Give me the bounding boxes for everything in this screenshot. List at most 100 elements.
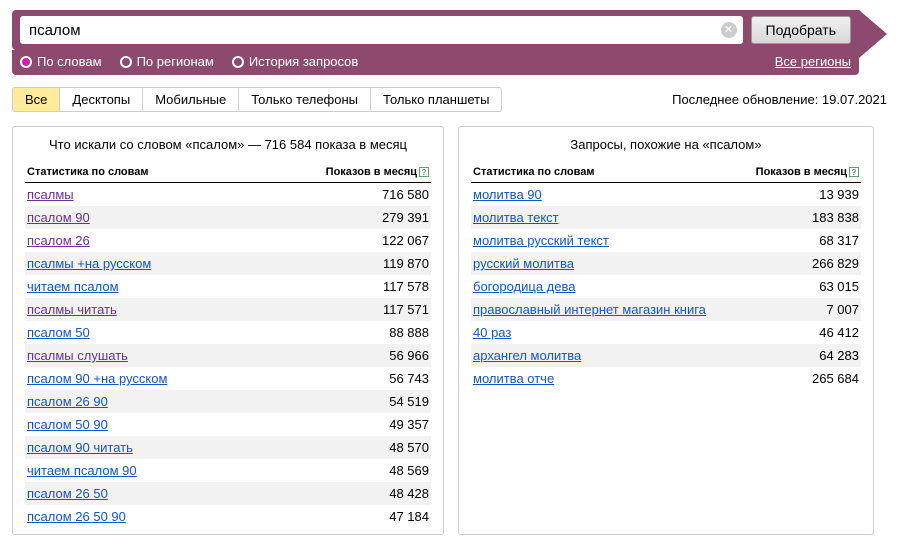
- filter-by-regions[interactable]: По регионам: [120, 54, 214, 69]
- count-cell: 56 743: [258, 367, 431, 390]
- table-row: псалом 26 122 067: [25, 229, 431, 252]
- help-icon[interactable]: ?: [419, 167, 429, 177]
- tab-4[interactable]: Только планшеты: [371, 88, 501, 111]
- table-row: псалом 90 читать 48 570: [25, 436, 431, 459]
- keyword-link[interactable]: молитва русский текст: [473, 233, 609, 248]
- keyword-link[interactable]: русский молитва: [473, 256, 574, 271]
- search-input-wrap: ✕: [20, 16, 743, 44]
- count-cell: 54 519: [258, 390, 431, 413]
- panel-title: Запросы, похожие на «псалом»: [471, 137, 861, 152]
- table-row: читаем псалом117 578: [25, 275, 431, 298]
- keyword-link[interactable]: псалмы +на русском: [27, 256, 151, 271]
- table-row: русский молитва 266 829: [471, 252, 861, 275]
- keyword-link[interactable]: псалом 90: [27, 210, 90, 225]
- count-cell: 119 870: [258, 252, 431, 275]
- stats-table-left: Статистика по словам Показов в месяц? пс…: [25, 162, 431, 528]
- table-row: псалом 26 50 90 47 184: [25, 505, 431, 528]
- tab-2[interactable]: Мобильные: [143, 88, 239, 111]
- keyword-link[interactable]: 40 раз: [473, 325, 511, 340]
- tabs-row: ВсеДесктопыМобильныеТолько телефоныТольк…: [12, 87, 887, 112]
- radio-icon: [20, 56, 32, 68]
- panel-similar: Запросы, похожие на «псалом» Статистика …: [458, 126, 874, 535]
- filter-label: По регионам: [137, 54, 214, 69]
- table-row: псалом 50 90 49 357: [25, 413, 431, 436]
- keyword-link[interactable]: псалмы: [27, 187, 74, 202]
- last-update: Последнее обновление: 19.07.2021: [672, 92, 887, 107]
- table-row: 40 раз 46 412: [471, 321, 861, 344]
- count-cell: 88 888: [258, 321, 431, 344]
- search-bar: ✕ Подобрать: [12, 10, 859, 50]
- col-count-label: Показов в месяц: [756, 166, 847, 178]
- count-cell: 48 569: [258, 459, 431, 482]
- table-row: читаем псалом 90 48 569: [25, 459, 431, 482]
- keyword-link[interactable]: молитва отче: [473, 371, 554, 386]
- tab-1[interactable]: Десктопы: [60, 88, 143, 111]
- keyword-link[interactable]: богородица дева: [473, 279, 575, 294]
- keyword-link[interactable]: читаем псалом 90: [27, 463, 137, 478]
- table-row: псалмы читать 117 571: [25, 298, 431, 321]
- help-icon[interactable]: ?: [849, 167, 859, 177]
- table-row: псалмы +на русском 119 870: [25, 252, 431, 275]
- col-word: Статистика по словам: [471, 162, 739, 183]
- keyword-link[interactable]: молитва текст: [473, 210, 559, 225]
- count-cell: 47 184: [258, 505, 431, 528]
- clear-icon[interactable]: ✕: [721, 22, 737, 38]
- keyword-link[interactable]: архангел молитва: [473, 348, 581, 363]
- table-row: псалмы слушать56 966: [25, 344, 431, 367]
- radio-icon: [232, 56, 244, 68]
- table-row: богородица дева63 015: [471, 275, 861, 298]
- filter-by-words[interactable]: По словам: [20, 54, 102, 69]
- keyword-link[interactable]: псалом 26 90: [27, 394, 108, 409]
- table-row: молитва отче 265 684: [471, 367, 861, 390]
- keyword-link[interactable]: псалмы читать: [27, 302, 117, 317]
- keyword-link[interactable]: читаем псалом: [27, 279, 119, 294]
- keyword-link[interactable]: псалом 90 читать: [27, 440, 133, 455]
- count-cell: 117 571: [258, 298, 431, 321]
- table-row: псалом 26 5048 428: [25, 482, 431, 505]
- search-input[interactable]: [20, 16, 743, 44]
- keyword-link[interactable]: псалом 90 +на русском: [27, 371, 167, 386]
- table-row: псалом 90 279 391: [25, 206, 431, 229]
- filter-history[interactable]: История запросов: [232, 54, 359, 69]
- count-cell: 48 570: [258, 436, 431, 459]
- count-cell: 716 580: [258, 183, 431, 207]
- count-cell: 122 067: [258, 229, 431, 252]
- filter-row: По словам По регионам История запросов В…: [12, 50, 859, 75]
- keyword-link[interactable]: православный интернет магазин книга: [473, 302, 706, 317]
- keyword-link[interactable]: псалом 26 50 90: [27, 509, 126, 524]
- count-cell: 279 391: [258, 206, 431, 229]
- panels: Что искали со словом «псалом» — 716 584 …: [12, 126, 887, 535]
- col-count: Показов в месяц?: [739, 162, 861, 183]
- table-row: молитва 90 13 939: [471, 183, 861, 207]
- radio-icon: [120, 56, 132, 68]
- tab-3[interactable]: Только телефоны: [239, 88, 371, 111]
- stats-table-right: Статистика по словам Показов в месяц? мо…: [471, 162, 861, 390]
- count-cell: 266 829: [739, 252, 861, 275]
- count-cell: 46 412: [739, 321, 861, 344]
- submit-button[interactable]: Подобрать: [751, 16, 852, 44]
- panel-searched-with: Что искали со словом «псалом» — 716 584 …: [12, 126, 444, 535]
- table-row: псалмы 716 580: [25, 183, 431, 207]
- keyword-link[interactable]: псалом 26: [27, 233, 90, 248]
- table-row: псалом 90 +на русском 56 743: [25, 367, 431, 390]
- tab-0[interactable]: Все: [13, 88, 60, 111]
- all-regions-link[interactable]: Все регионы: [775, 54, 851, 69]
- keyword-link[interactable]: псалмы слушать: [27, 348, 128, 363]
- table-row: архангел молитва64 283: [471, 344, 861, 367]
- keyword-link[interactable]: молитва 90: [473, 187, 542, 202]
- filter-label: История запросов: [249, 54, 359, 69]
- panel-title: Что искали со словом «псалом» — 716 584 …: [25, 137, 431, 152]
- count-cell: 13 939: [739, 183, 861, 207]
- col-word: Статистика по словам: [25, 162, 258, 183]
- count-cell: 265 684: [739, 367, 861, 390]
- keyword-link[interactable]: псалом 50: [27, 325, 90, 340]
- device-tabs: ВсеДесктопыМобильныеТолько телефоныТольк…: [12, 87, 502, 112]
- table-row: молитва русский текст 68 317: [471, 229, 861, 252]
- count-cell: 68 317: [739, 229, 861, 252]
- table-row: псалом 50 88 888: [25, 321, 431, 344]
- count-cell: 49 357: [258, 413, 431, 436]
- keyword-link[interactable]: псалом 50 90: [27, 417, 108, 432]
- col-count-label: Показов в месяц: [326, 166, 417, 178]
- table-row: православный интернет магазин книга7 007: [471, 298, 861, 321]
- keyword-link[interactable]: псалом 26 50: [27, 486, 108, 501]
